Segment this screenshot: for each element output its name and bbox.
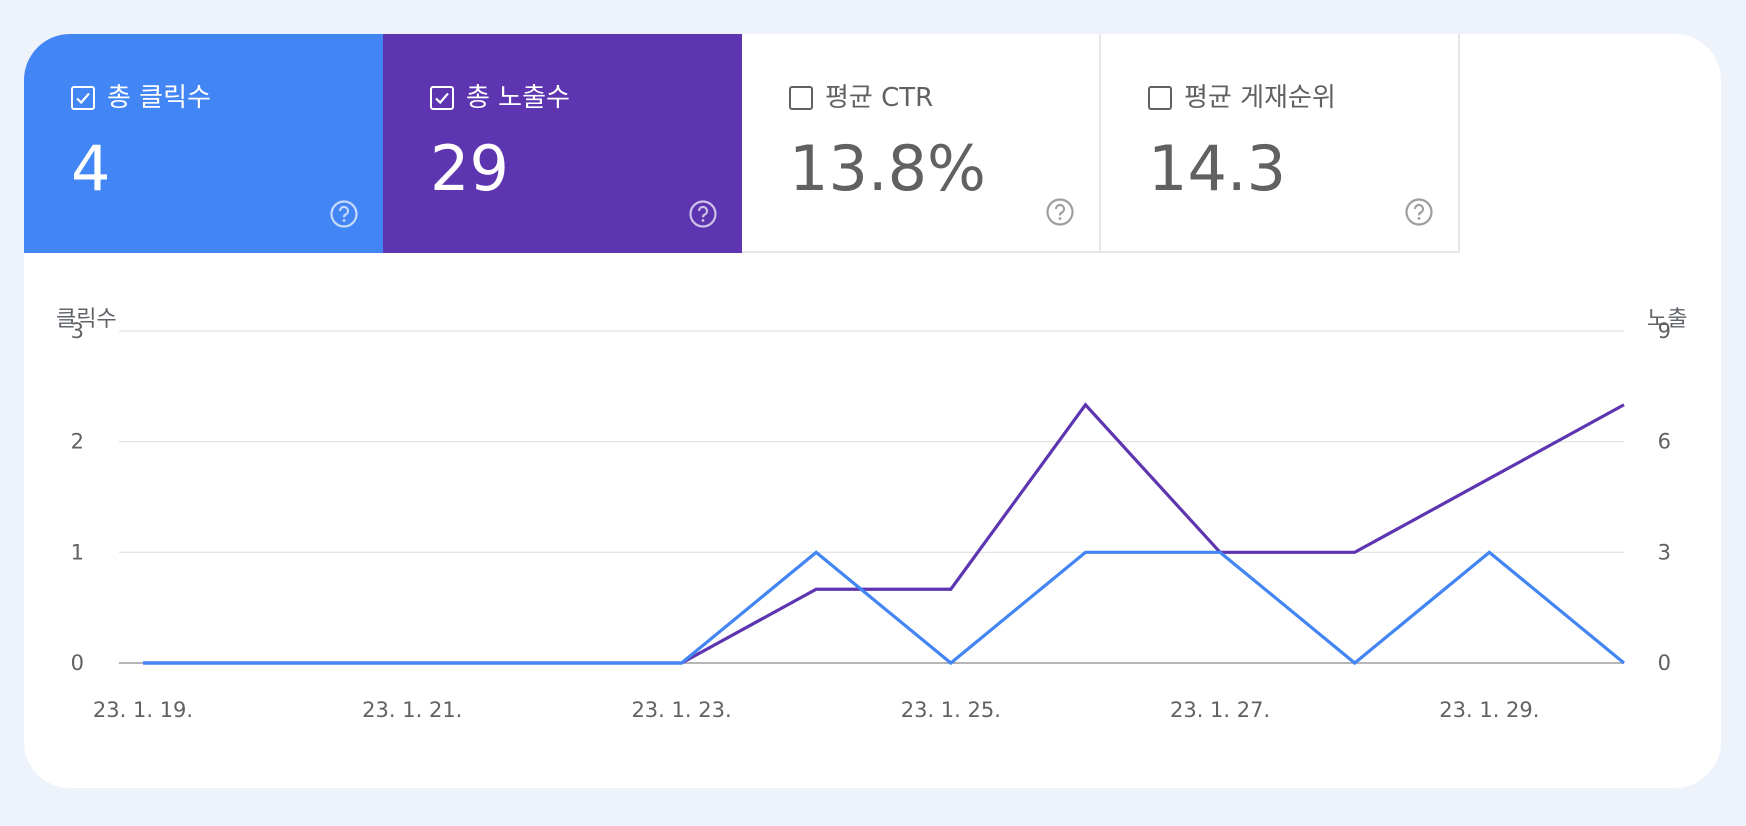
left-tick-label: 0 xyxy=(71,651,84,675)
metric-label: 총 클릭수 xyxy=(107,83,211,113)
x-tick-label: 23. 1. 27. xyxy=(1170,698,1270,722)
right-tick-label: 0 xyxy=(1658,651,1671,675)
chart-svg: 0 0 1 3 2 6 3 9 23. 1. 19. 23. 1. 21. 23. 1. 23. 23… xyxy=(71,319,1671,722)
metric-label: 평균 게재순위 xyxy=(1184,83,1336,113)
help-circle-icon[interactable] xyxy=(329,199,359,229)
right-axis-title: 노출 xyxy=(1647,307,1688,332)
checked-checkbox-icon[interactable] xyxy=(71,86,95,110)
metric-tile-clicks[interactable]: 총 클릭수 4 xyxy=(24,34,383,253)
help-circle-icon[interactable] xyxy=(1045,197,1075,227)
x-tick-label: 23. 1. 21. xyxy=(362,698,462,722)
help-circle-icon[interactable] xyxy=(1404,197,1434,227)
metric-tiles: 총 클릭수 4 총 노출수 29 평균 CTR 13.8% 평균 게재순위 14.3 xyxy=(24,34,1460,253)
metric-value: 29 xyxy=(430,132,509,205)
left-tick-label: 3 xyxy=(71,319,84,343)
metric-label: 총 노출수 xyxy=(466,83,570,113)
left-tick-label: 2 xyxy=(71,430,84,454)
x-tick-label: 23. 1. 23. xyxy=(631,698,731,722)
x-tick-label: 23. 1. 25. xyxy=(901,698,1001,722)
x-tick-label: 23. 1. 19. xyxy=(93,698,193,722)
metric-label: 평균 CTR xyxy=(825,83,934,113)
metric-tile-position[interactable]: 평균 게재순위 14.3 xyxy=(1101,34,1460,253)
left-axis-title: 클릭수 xyxy=(56,307,117,332)
metric-value: 13.8% xyxy=(789,132,986,205)
performance-card: 총 클릭수 4 총 노출수 29 평균 CTR 13.8% 평균 게재순위 14.3 클릭수 … xyxy=(24,34,1721,788)
left-tick-label: 1 xyxy=(71,540,84,564)
metric-value: 4 xyxy=(71,132,111,205)
metric-value: 14.3 xyxy=(1148,132,1287,205)
right-tick-label: 3 xyxy=(1658,540,1671,564)
help-circle-icon[interactable] xyxy=(688,199,718,229)
metric-tile-impressions[interactable]: 총 노출수 29 xyxy=(383,34,742,253)
empty-checkbox-icon[interactable] xyxy=(1148,86,1172,110)
checked-checkbox-icon[interactable] xyxy=(430,86,454,110)
series-line-clicks xyxy=(143,550,1626,666)
right-tick-label: 9 xyxy=(1658,319,1671,343)
metric-tile-ctr[interactable]: 평균 CTR 13.8% xyxy=(742,34,1101,253)
x-tick-label: 23. 1. 29. xyxy=(1439,698,1539,722)
metric-label-row: 총 클릭수 xyxy=(71,83,211,113)
performance-chart: 클릭수 노출 0 0 1 3 2 6 3 9 23. 1. 19. 23. 1. 21. 23. 1… xyxy=(24,253,1721,788)
metric-label-row: 평균 CTR xyxy=(789,83,933,113)
empty-checkbox-icon[interactable] xyxy=(789,86,813,110)
metric-label-row: 총 노출수 xyxy=(430,83,570,113)
metric-label-row: 평균 게재순위 xyxy=(1148,83,1336,113)
right-tick-label: 6 xyxy=(1658,430,1671,454)
